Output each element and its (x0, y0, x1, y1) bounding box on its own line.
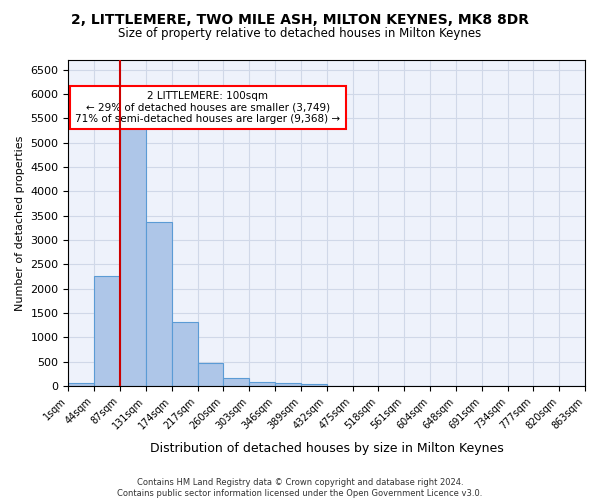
Text: 2, LITTLEMERE, TWO MILE ASH, MILTON KEYNES, MK8 8DR: 2, LITTLEMERE, TWO MILE ASH, MILTON KEYN… (71, 12, 529, 26)
Bar (172, 322, 197, 386)
Bar (275, 384, 301, 386)
Bar (223, 378, 249, 386)
Bar (249, 382, 275, 386)
Text: Contains HM Land Registry data © Crown copyright and database right 2024.
Contai: Contains HM Land Registry data © Crown c… (118, 478, 482, 498)
Bar (68, 382, 94, 386)
Bar (301, 384, 327, 386)
X-axis label: Distribution of detached houses by size in Milton Keynes: Distribution of detached houses by size … (150, 442, 503, 455)
Y-axis label: Number of detached properties: Number of detached properties (15, 136, 25, 311)
Bar (197, 363, 223, 386)
Bar (94, 276, 120, 386)
Text: 2 LITTLEMERE: 100sqm
← 29% of detached houses are smaller (3,749)
71% of semi-de: 2 LITTLEMERE: 100sqm ← 29% of detached h… (76, 91, 340, 124)
Bar (120, 121, 146, 386)
Text: Size of property relative to detached houses in Milton Keynes: Size of property relative to detached ho… (118, 28, 482, 40)
Bar (146, 222, 172, 386)
